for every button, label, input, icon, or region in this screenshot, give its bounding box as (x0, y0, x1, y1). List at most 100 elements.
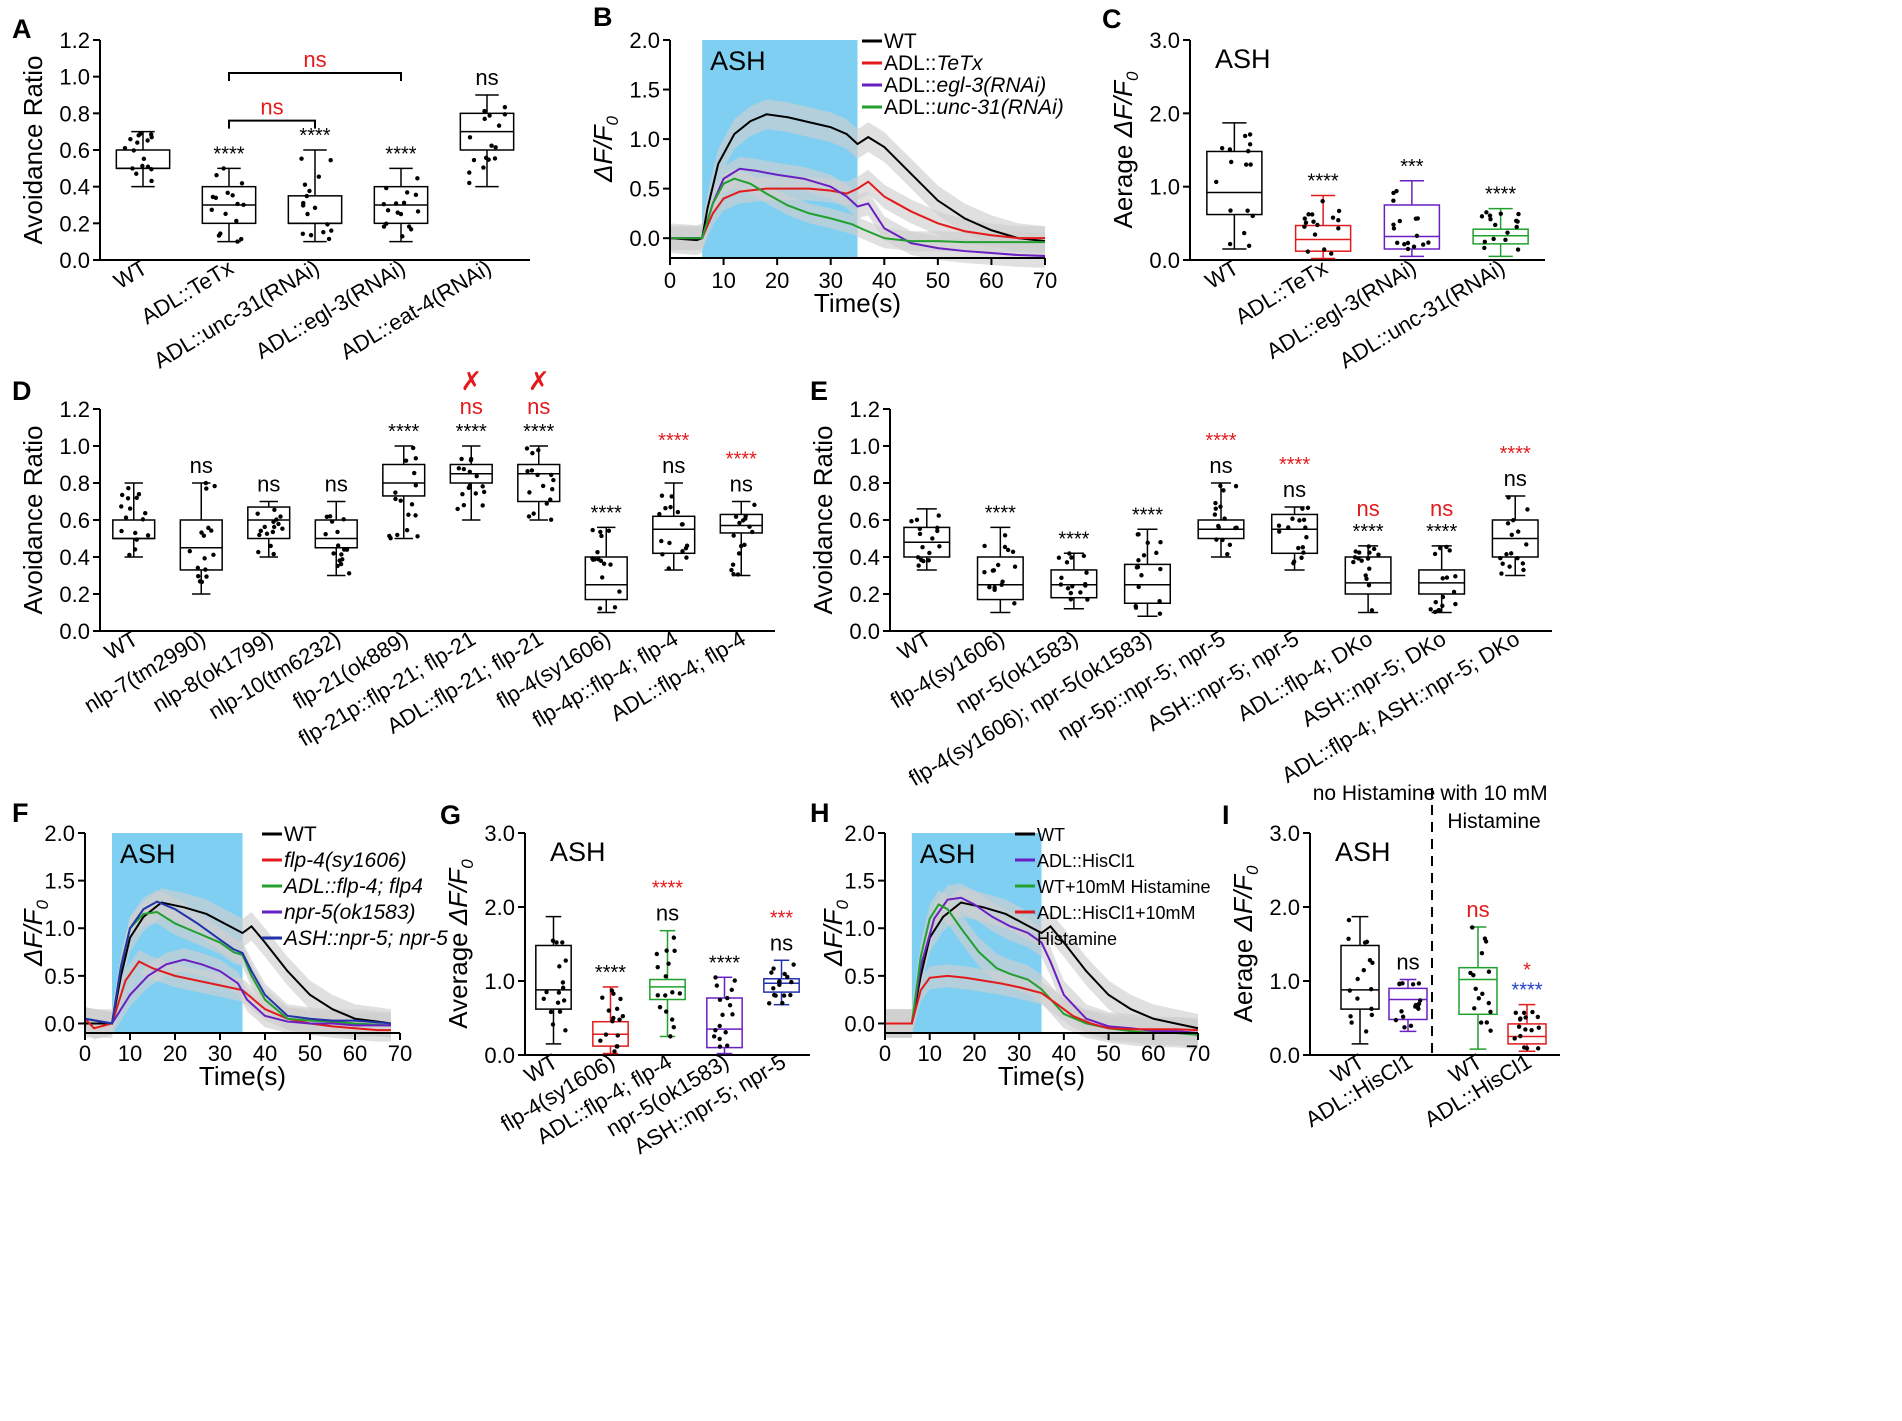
data-point (384, 185, 389, 191)
data-point (1473, 986, 1478, 991)
data-point (781, 993, 787, 998)
box-5: **** (382, 421, 426, 541)
data-point (667, 540, 672, 546)
box-iqr (179, 519, 223, 571)
data-point (1391, 226, 1397, 231)
x-tick-label: 0 (879, 1041, 891, 1066)
data-point (1370, 960, 1375, 965)
panel-letter-C: C (1102, 4, 1122, 34)
data-point (771, 986, 776, 991)
data-point (1133, 605, 1139, 610)
significance-label-red: ns (1356, 496, 1379, 521)
data-point (1488, 216, 1493, 222)
y-axis-title: ΔF/F0 (588, 116, 622, 183)
data-point (125, 496, 131, 501)
data-point (550, 1022, 556, 1027)
significance-label: ns (662, 453, 685, 478)
data-point (1311, 219, 1316, 224)
data-point (1530, 1009, 1535, 1015)
data-point (771, 966, 776, 971)
data-point (1305, 505, 1311, 510)
series-line (885, 974, 1199, 1032)
data-point (128, 136, 133, 142)
data-point (1012, 601, 1017, 606)
box-1 (1340, 915, 1380, 1045)
data-point (195, 565, 201, 571)
data-point (668, 1034, 673, 1039)
data-point (732, 978, 737, 983)
data-point (1432, 609, 1438, 615)
data-point (459, 456, 464, 462)
y-tick-label: 3.0 (1149, 28, 1180, 53)
data-point (736, 551, 742, 556)
data-point (782, 971, 787, 977)
data-point (1368, 987, 1374, 992)
data-point (525, 469, 530, 474)
x-tick-label: 50 (926, 268, 950, 293)
data-point (1241, 230, 1247, 236)
significance-label: **** (1132, 504, 1163, 526)
y-tick-label: 0.0 (629, 226, 660, 251)
data-point (1447, 548, 1452, 553)
data-point (1336, 217, 1341, 223)
box-1 (903, 508, 951, 571)
significance-label: **** (1426, 521, 1457, 543)
data-point (262, 524, 267, 530)
data-point (1067, 551, 1072, 556)
neuron-label: ASH (1215, 44, 1271, 74)
data-point (603, 1032, 609, 1037)
data-point (1355, 996, 1360, 1001)
data-point (1302, 224, 1307, 229)
data-point (1248, 162, 1253, 167)
data-point (413, 456, 419, 461)
data-point (1440, 576, 1445, 581)
box-4: **** (1472, 184, 1529, 258)
data-point (909, 519, 914, 524)
significance-label-red: ns (527, 394, 550, 419)
data-point (659, 538, 664, 544)
data-point (987, 585, 992, 590)
data-point (1315, 222, 1320, 228)
data-point (1503, 237, 1508, 243)
box-iqr (652, 515, 696, 555)
data-point (1472, 1006, 1477, 1011)
data-point (393, 201, 399, 206)
data-point (1486, 969, 1492, 974)
data-point (595, 549, 600, 555)
data-point (1218, 483, 1223, 489)
data-point (1227, 542, 1233, 547)
significance-label-red: * (1523, 960, 1531, 982)
data-point (1356, 556, 1361, 561)
data-point (1302, 216, 1308, 221)
series-line (669, 113, 1046, 243)
data-point (413, 513, 418, 518)
y-axis-title: Aerage ΔF/F0 (1108, 71, 1142, 229)
y-tick-label: 0.6 (59, 138, 90, 163)
data-point (1136, 532, 1141, 537)
significance-label: ns (325, 472, 348, 497)
data-point (1305, 249, 1311, 254)
y-axis-title-word: Aerage (1228, 931, 1258, 1022)
y-tick-label: 0.0 (44, 1011, 75, 1036)
data-point (1505, 230, 1510, 235)
x-tick-label: 30 (1007, 1041, 1031, 1066)
data-point (1219, 145, 1225, 151)
data-point (1535, 1046, 1541, 1051)
data-point (126, 485, 131, 491)
box-2: ns (179, 453, 223, 595)
data-point (489, 143, 494, 148)
data-point (610, 1018, 615, 1024)
data-point (1509, 551, 1514, 556)
x-tick-label: 30 (208, 1041, 232, 1066)
box-2: **** (976, 502, 1024, 614)
data-point (1363, 1029, 1369, 1034)
data-point (1521, 567, 1526, 573)
data-point (544, 989, 549, 995)
data-point (335, 543, 341, 548)
data-point (388, 535, 393, 541)
data-point (1453, 601, 1458, 607)
data-point (677, 991, 683, 996)
data-point (548, 497, 553, 502)
data-point (1157, 611, 1163, 616)
